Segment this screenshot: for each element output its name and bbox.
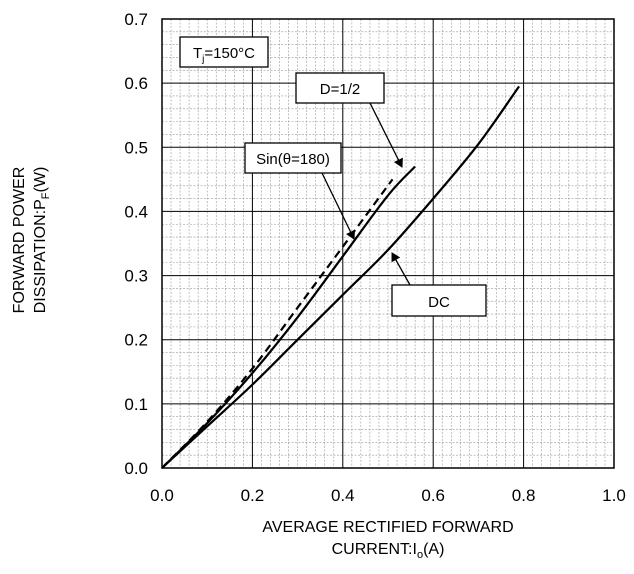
x-axis-title-sub: o (417, 549, 423, 561)
annotation-d12-arrow (369, 102, 403, 168)
y-axis-title: FORWARD POWER DISSIPATION:PF(W) (11, 167, 52, 314)
y-tick-label: 0.0 (124, 459, 148, 478)
annotation-sin: Sin(θ=180) (244, 142, 342, 174)
y-axis-title-line1: FORWARD POWER (11, 167, 28, 314)
annotation-dc: DC (391, 284, 487, 317)
y-axis-title-suffix: (W) (32, 167, 49, 193)
annotation-sin-arrow (321, 172, 356, 240)
y-axis-title-prefix: DISSIPATION:P (32, 199, 49, 313)
major-grid (162, 19, 614, 468)
annotation-tj-prefix: T (193, 45, 202, 62)
annotation-sin-box (244, 142, 342, 174)
annotations: Tj=150°C D=1/2 Sin(θ=180) DC (179, 36, 487, 317)
annotation-d12-label: D=1/2 (320, 81, 360, 98)
x-tick-label: 0.6 (421, 486, 445, 505)
y-axis-title-line2: DISSIPATION:PF(W) (32, 167, 52, 314)
annotation-dc-box (391, 284, 487, 317)
annotation-sin-label: Sin(θ=180) (256, 151, 330, 168)
x-tick-label: 0.0 (150, 486, 174, 505)
x-axis-title-line1: AVERAGE RECTIFIED FORWARD (262, 519, 513, 536)
y-tick-label: 0.4 (124, 202, 148, 221)
annotation-tj-box (179, 36, 269, 68)
x-tick-label: 0.8 (512, 486, 536, 505)
annotation-dc-label: DC (428, 294, 450, 311)
annotation-tj-sub: j (201, 54, 204, 65)
x-axis-title-line2: CURRENT:Io(A) (332, 541, 445, 561)
x-axis-title-suffix: (A) (423, 541, 444, 558)
y-tick-label: 0.6 (124, 74, 148, 93)
annotation-dc-arrow (391, 252, 411, 286)
y-tick-label: 0.5 (124, 138, 148, 157)
y-tick-label: 0.7 (124, 10, 148, 29)
annotation-d12: D=1/2 (295, 72, 385, 104)
series-sin-180 (161, 178, 394, 469)
series-dc (161, 85, 520, 469)
x-tick-label: 1.0 (602, 486, 626, 505)
annotation-tj-suffix: =150°C (204, 45, 255, 62)
annotation-d12-box (295, 72, 385, 104)
series-d-1-2 (161, 165, 416, 469)
plot-frame (161, 18, 615, 469)
annotation-tj: Tj=150°C (179, 36, 269, 68)
tick-labels: 0.0 0.2 0.4 0.6 0.8 1.0 0.0 0.1 0.2 0.3 0.4 0.5 0.6 0… (124, 10, 625, 505)
x-axis-title-prefix: CURRENT:I (332, 541, 417, 558)
y-tick-label: 0.1 (124, 395, 148, 414)
annotation-tj-label: Tj=150°C (193, 45, 255, 65)
x-tick-label: 0.2 (241, 486, 265, 505)
y-tick-label: 0.2 (124, 331, 148, 350)
x-axis-title: AVERAGE RECTIFIED FORWARD (262, 519, 513, 536)
y-axis-title-sub: F (40, 192, 52, 199)
minor-grid (162, 19, 614, 468)
y-tick-label: 0.3 (124, 267, 148, 286)
x-tick-label: 0.4 (331, 486, 355, 505)
